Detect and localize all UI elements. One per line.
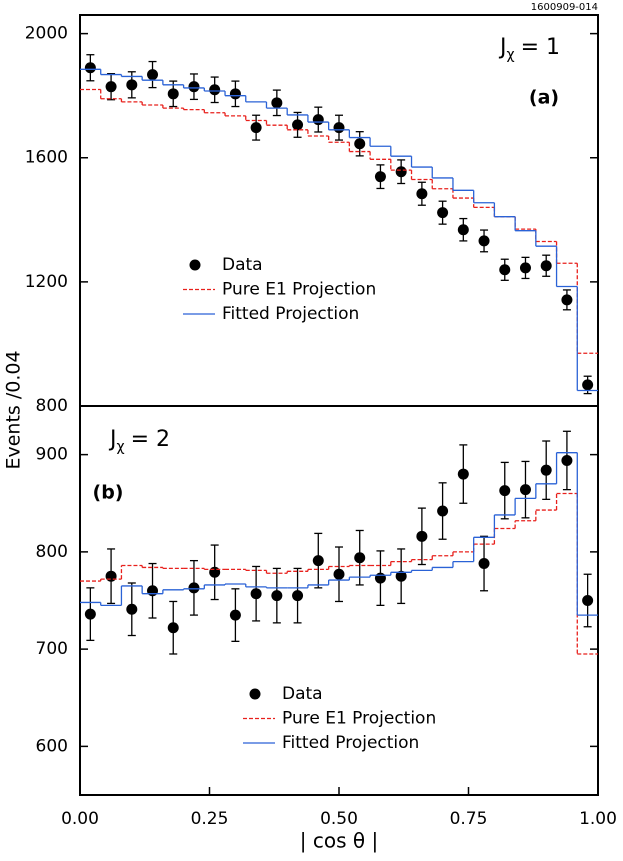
data-point bbox=[126, 603, 138, 615]
x-tick-label: 1.00 bbox=[579, 809, 617, 829]
y-axis-label: Events /0.04 bbox=[3, 350, 25, 469]
j-symbol: J bbox=[498, 35, 507, 60]
x-axis-label: | cos θ | bbox=[300, 829, 378, 853]
data-point bbox=[292, 119, 304, 131]
data-point bbox=[333, 122, 345, 134]
data-point bbox=[147, 69, 159, 81]
data-point bbox=[561, 454, 573, 466]
y-tick-label: 700 bbox=[36, 639, 68, 659]
data-point bbox=[478, 235, 490, 247]
data-point bbox=[333, 568, 345, 580]
data-point bbox=[561, 294, 573, 306]
figure-id: 1600909-014 bbox=[531, 2, 598, 13]
legend-label: Pure E1 Projection bbox=[282, 709, 436, 729]
data-point bbox=[499, 264, 511, 276]
data-point bbox=[250, 588, 262, 600]
legend-label: Data bbox=[222, 255, 263, 275]
j-value: = 2 bbox=[131, 427, 170, 452]
data-point bbox=[167, 622, 179, 634]
data-point bbox=[519, 262, 531, 274]
data-point bbox=[229, 609, 241, 621]
data-point bbox=[271, 590, 283, 602]
data-point bbox=[188, 81, 200, 93]
data-point bbox=[126, 79, 138, 91]
data-point bbox=[84, 62, 96, 74]
data-point bbox=[582, 595, 594, 606]
y-tick-label: 1600 bbox=[25, 148, 68, 168]
legend-label: Fitted Projection bbox=[222, 304, 359, 324]
data-point bbox=[354, 138, 366, 150]
x-tick-label: 0.50 bbox=[320, 809, 358, 829]
data-point bbox=[437, 505, 449, 517]
y-tick-label: 900 bbox=[36, 445, 68, 465]
data-point bbox=[312, 114, 324, 126]
data-point bbox=[292, 590, 304, 602]
legend-label: Fitted Projection bbox=[282, 733, 419, 753]
j-value: = 1 bbox=[521, 35, 560, 60]
x-tick-label: 0.75 bbox=[450, 809, 488, 829]
data-point bbox=[271, 97, 283, 109]
data-point bbox=[416, 530, 428, 542]
legend-label: Pure E1 Projection bbox=[222, 280, 376, 300]
y-tick-label: 800 bbox=[36, 542, 68, 562]
data-point bbox=[312, 555, 324, 567]
data-point bbox=[499, 485, 511, 497]
j-subscript: χ bbox=[507, 47, 515, 63]
data-point bbox=[354, 552, 366, 564]
data-point bbox=[582, 379, 594, 391]
y-tick-label: 600 bbox=[36, 736, 68, 756]
data-point bbox=[209, 84, 221, 96]
j-label: Jχ = 1 bbox=[498, 35, 560, 63]
legend-swatch bbox=[249, 688, 261, 700]
data-point bbox=[519, 484, 531, 496]
data-point bbox=[209, 566, 221, 578]
legend-swatch bbox=[189, 259, 201, 271]
x-tick-label: 0.00 bbox=[61, 809, 99, 829]
panel-label: (b) bbox=[93, 482, 124, 504]
data-point bbox=[374, 171, 386, 183]
j-subscript: χ bbox=[117, 439, 125, 455]
data-point bbox=[478, 558, 490, 570]
x-tick-label: 0.25 bbox=[191, 809, 229, 829]
y-tick-label: 800 bbox=[36, 396, 68, 416]
data-point bbox=[395, 570, 407, 582]
data-point bbox=[167, 88, 179, 100]
data-point bbox=[105, 81, 117, 93]
data-point bbox=[540, 464, 552, 476]
y-tick-label: 1200 bbox=[25, 272, 68, 292]
data-point bbox=[457, 224, 469, 236]
data-point bbox=[188, 582, 200, 594]
data-point bbox=[437, 207, 449, 219]
j-symbol: J bbox=[108, 427, 117, 452]
data-point bbox=[374, 572, 386, 584]
legend-label: Data bbox=[282, 684, 323, 704]
data-point bbox=[395, 166, 407, 178]
data-point bbox=[540, 260, 552, 272]
data-point bbox=[229, 88, 241, 100]
y-tick-label: 2000 bbox=[25, 24, 68, 44]
data-point bbox=[105, 570, 117, 582]
j-label: Jχ = 2 bbox=[108, 427, 170, 455]
data-point bbox=[84, 608, 96, 620]
data-point bbox=[416, 188, 428, 200]
panel-label: (a) bbox=[529, 87, 559, 109]
data-point bbox=[457, 468, 469, 480]
data-point bbox=[147, 585, 159, 597]
data-point bbox=[250, 122, 262, 134]
